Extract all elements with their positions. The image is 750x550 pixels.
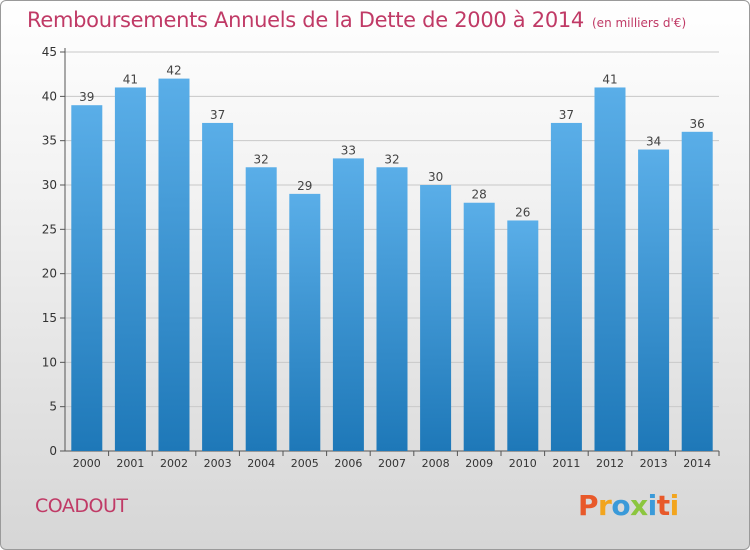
bar — [550, 122, 582, 451]
y-tick-label: 35 — [42, 134, 57, 148]
logo-letter: P — [578, 489, 599, 522]
data-label: 33 — [341, 143, 356, 157]
data-label: 41 — [123, 72, 138, 86]
data-label: 26 — [515, 205, 530, 219]
bar — [245, 167, 277, 451]
y-tick-label: 20 — [42, 267, 57, 281]
x-tick-label: 2006 — [334, 457, 362, 470]
x-tick-label: 2002 — [160, 457, 188, 470]
y-tick-label: 45 — [42, 45, 57, 59]
data-label: 32 — [384, 152, 399, 166]
x-tick-label: 2012 — [596, 457, 624, 470]
x-tick-label: 2013 — [640, 457, 668, 470]
chart-unit: (en milliers d'€) — [592, 16, 687, 30]
logo-letter: t — [656, 489, 670, 522]
bar — [594, 87, 626, 451]
logo-letter: r — [598, 489, 612, 522]
y-tick-label: 0 — [49, 444, 57, 458]
y-tick-label: 10 — [42, 355, 57, 369]
y-tick-label: 25 — [42, 222, 57, 236]
logo-letter: i — [669, 489, 680, 522]
data-label: 37 — [559, 108, 574, 122]
x-tick-label: 2010 — [509, 457, 537, 470]
x-tick-label: 2009 — [465, 457, 493, 470]
y-tick-label: 15 — [42, 311, 57, 325]
bar — [463, 202, 495, 451]
x-tick-label: 2008 — [422, 457, 450, 470]
logo-letter: x — [630, 489, 648, 522]
bar — [289, 193, 321, 451]
chart-title-text: Remboursements Annuels de la Dette de 20… — [27, 8, 584, 32]
bar — [376, 167, 408, 451]
data-label: 30 — [428, 170, 443, 184]
proxiti-logo[interactable]: Proxiti — [578, 489, 679, 522]
x-tick-label: 2001 — [116, 457, 144, 470]
data-label: 42 — [166, 64, 181, 78]
data-label: 39 — [79, 90, 94, 104]
x-tick-label: 2014 — [683, 457, 711, 470]
axes: 0 5 10 15 20 25 30 35 40 45 2000 2001 2002 2003 2004 20… — [42, 45, 720, 470]
bar — [681, 131, 713, 452]
data-label: 34 — [646, 135, 661, 149]
x-tick-label: 2004 — [247, 457, 275, 470]
y-tick-label: 40 — [42, 89, 57, 103]
bar — [202, 122, 234, 451]
bars — [71, 78, 713, 452]
bar — [158, 78, 190, 451]
bar — [114, 87, 146, 451]
data-label: 29 — [297, 179, 312, 193]
data-labels: 39 41 42 37 32 29 33 32 30 28 26 37 41 34 36 — [79, 64, 705, 220]
logo-letter: o — [611, 489, 631, 522]
x-tick-label: 2003 — [204, 457, 232, 470]
logo-letter: i — [647, 489, 658, 522]
bar — [420, 185, 452, 451]
y-tick-label: 30 — [42, 178, 57, 192]
commune-name: COADOUT — [35, 495, 128, 517]
y-tick-label: 5 — [49, 400, 57, 414]
x-tick-label: 2007 — [378, 457, 406, 470]
bar — [71, 105, 103, 451]
data-label: 28 — [472, 188, 487, 202]
data-label: 36 — [690, 117, 705, 131]
x-tick-label: 2005 — [291, 457, 319, 470]
chart-title: Remboursements Annuels de la Dette de 20… — [27, 8, 686, 32]
bar — [332, 158, 364, 451]
data-label: 32 — [254, 152, 269, 166]
x-tick-label: 2011 — [552, 457, 580, 470]
bar — [638, 149, 670, 452]
x-tick-label: 2000 — [73, 457, 101, 470]
bar — [507, 220, 539, 451]
data-label: 41 — [602, 72, 617, 86]
data-label: 37 — [210, 108, 225, 122]
